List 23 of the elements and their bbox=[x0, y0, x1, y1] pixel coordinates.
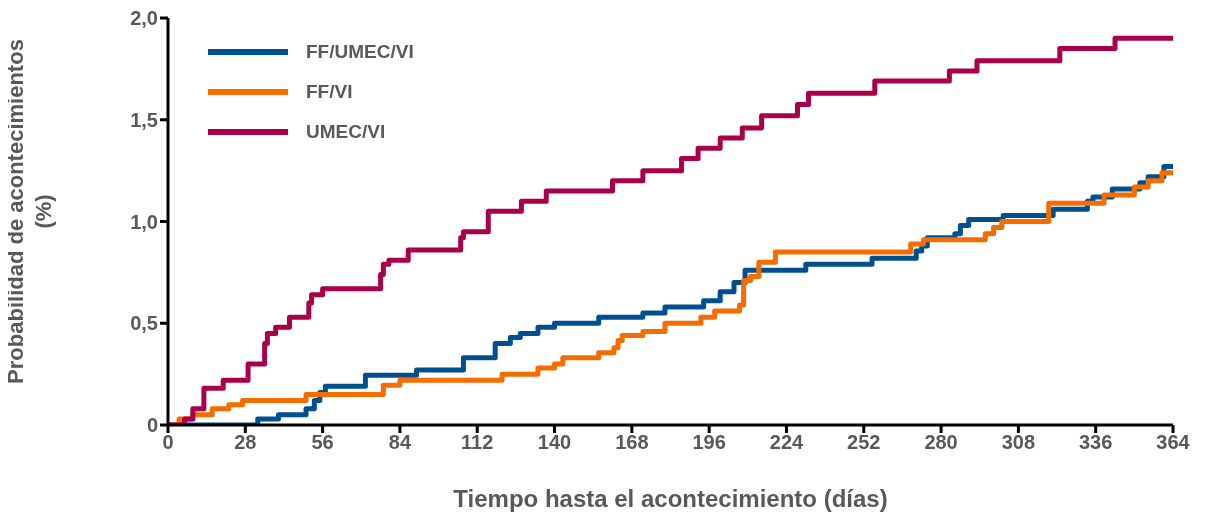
x-tick-label: 84 bbox=[388, 431, 412, 454]
y-tick-label: 1,5 bbox=[130, 108, 158, 131]
x-tick-label: 280 bbox=[924, 431, 958, 454]
x-tick-label: 336 bbox=[1079, 431, 1113, 454]
legend-label: FF/UMEC/VI bbox=[306, 41, 414, 63]
y-tick-label: 0,5 bbox=[130, 312, 158, 335]
x-tick-label: 168 bbox=[615, 431, 649, 454]
legend-label: UMEC/VI bbox=[306, 121, 386, 143]
legend-label: FF/VI bbox=[306, 81, 353, 103]
x-tick-label: 28 bbox=[234, 431, 257, 454]
x-tick-label: 0 bbox=[162, 431, 174, 454]
x-tick-label: 364 bbox=[1156, 431, 1191, 454]
y-tick-label: 1,0 bbox=[130, 210, 158, 233]
x-axis-title: Tiempo hasta el acontecimiento (días) bbox=[453, 485, 888, 512]
x-tick-label: 252 bbox=[847, 431, 881, 454]
x-tick-label: 308 bbox=[1001, 431, 1036, 454]
x-tick-label: 112 bbox=[461, 431, 494, 454]
x-tick-label: 140 bbox=[537, 431, 572, 454]
x-tick-label: 224 bbox=[769, 431, 805, 454]
x-tick-label: 56 bbox=[311, 431, 334, 454]
x-tick-label: 196 bbox=[692, 431, 726, 454]
y-tick-label: 0 bbox=[146, 414, 158, 437]
y-tick-label: 2,0 bbox=[130, 7, 158, 30]
